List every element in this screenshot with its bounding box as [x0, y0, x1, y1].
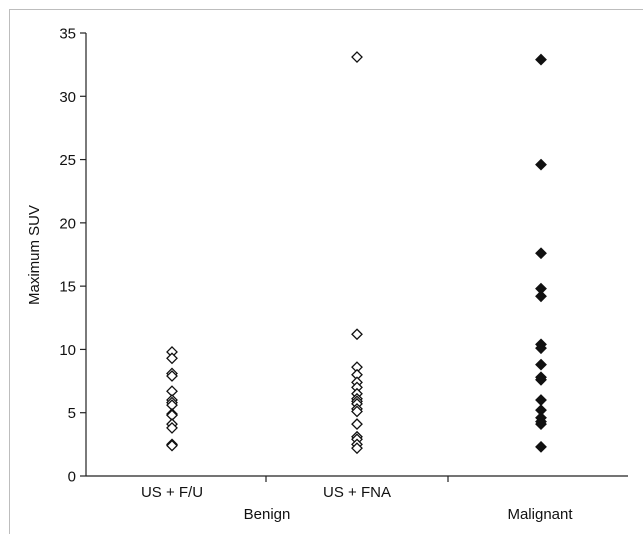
y-tick-label: 0 [68, 469, 76, 486]
open-diamond-point [166, 352, 178, 365]
open-diamond-point [351, 442, 363, 455]
data-points [166, 51, 547, 455]
filled-diamond-point [535, 358, 547, 371]
filled-diamond-point [535, 373, 547, 386]
x-category-label: US + FNA [323, 484, 391, 501]
open-diamond-point [351, 328, 363, 341]
y-tick-label: 20 [59, 215, 76, 232]
y-tick-label: 5 [68, 405, 76, 422]
filled-diamond-point [535, 418, 547, 431]
open-diamond-point [166, 421, 178, 434]
y-tick-label: 35 [59, 26, 76, 43]
axes [85, 33, 628, 482]
open-diamond-point [166, 439, 178, 452]
y-tick-label: 15 [59, 279, 76, 296]
filled-diamond-point [535, 53, 547, 66]
open-diamond-point [351, 405, 363, 418]
x-group-label: Benign [244, 506, 291, 523]
x-category-label: Malignant [507, 506, 573, 523]
filled-diamond-point [535, 158, 547, 171]
y-tick-label: 30 [59, 89, 76, 106]
filled-diamond-point [535, 342, 547, 355]
open-diamond-point [351, 418, 363, 431]
x-labels: US + F/U US + FNA Malignant Benign [141, 484, 573, 523]
y-tick-label: 25 [59, 152, 76, 169]
filled-diamond-point [535, 440, 547, 453]
chart-frame [9, 9, 643, 534]
y-axis-label: Maximum SUV [26, 205, 43, 305]
x-category-label: US + F/U [141, 484, 203, 501]
filled-diamond-point [535, 394, 547, 406]
filled-diamond-point [535, 247, 547, 260]
y-ticks: 0 5 10 15 20 25 30 35 [59, 26, 86, 486]
y-tick-label: 10 [59, 342, 76, 359]
filled-diamond-point [535, 290, 547, 303]
open-diamond-point [166, 370, 178, 382]
open-diamond-point [351, 51, 363, 63]
